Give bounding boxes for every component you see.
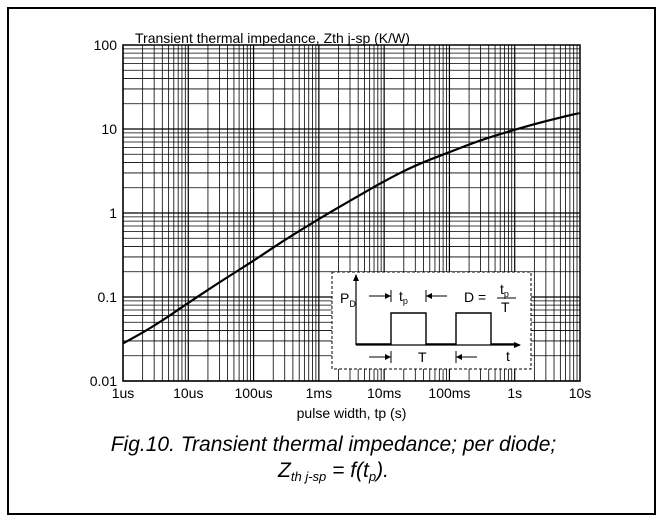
y-tick-label: 100 (94, 37, 118, 53)
x-tick-label: 1us (112, 385, 135, 401)
y-tick-labels: 0.01 0.1 1 10 100 (90, 37, 117, 389)
x-tick-label: 1s (507, 385, 522, 401)
pd-label: PD (340, 290, 356, 309)
x-tick-label: 10ms (367, 385, 401, 401)
plot-border (122, 44, 581, 382)
x-tick-label: 10us (173, 385, 203, 401)
series-line (122, 111, 582, 345)
pulse-inset: PD tp D = tp T t T (331, 271, 532, 370)
pulse-waveform (356, 312, 517, 345)
x-tick-labels: 1us 10us 100us 1ms 10ms 100ms 1s 10s (112, 385, 592, 401)
figure-caption: Fig.10. Transient thermal impedance; per… (0, 432, 667, 484)
x-axis-label: pulse width, tp (s) (297, 405, 407, 421)
duty-denominator: T (501, 299, 510, 315)
caption-line-1: Fig.10. Transient thermal impedance; per… (110, 433, 557, 456)
x-tick-label: 100ms (428, 385, 470, 401)
inset-y-arrowhead (353, 274, 359, 281)
y-tick-label: 1 (109, 205, 117, 221)
tp-label: tp (399, 288, 408, 306)
y-tick-label: 0.01 (90, 373, 117, 389)
tp-arrowhead-left (385, 293, 391, 299)
x-tick-label: 100us (234, 385, 272, 401)
period-arrowhead-left (385, 354, 391, 360)
y-tick-label: 10 (101, 121, 117, 137)
figure-frame (7, 7, 656, 515)
caption-line-2: Zth j-sp = f(tp). (278, 459, 389, 484)
period-label: T (418, 349, 427, 365)
x-tick-label: 10s (569, 385, 592, 401)
duty-numerator: tp (500, 281, 509, 299)
x-tick-label: 1ms (306, 385, 332, 401)
inset-t-axis-label: t (506, 348, 510, 364)
inset-box (331, 271, 532, 370)
period-arrowhead-right (456, 354, 462, 360)
tp-arrowhead-right (426, 293, 432, 299)
chart-title: Transient thermal impedance, Zth j-sp (K… (135, 30, 410, 46)
grid-lines (122, 45, 580, 382)
y-tick-label: 0.1 (98, 289, 118, 305)
duty-label: D = (464, 289, 486, 305)
